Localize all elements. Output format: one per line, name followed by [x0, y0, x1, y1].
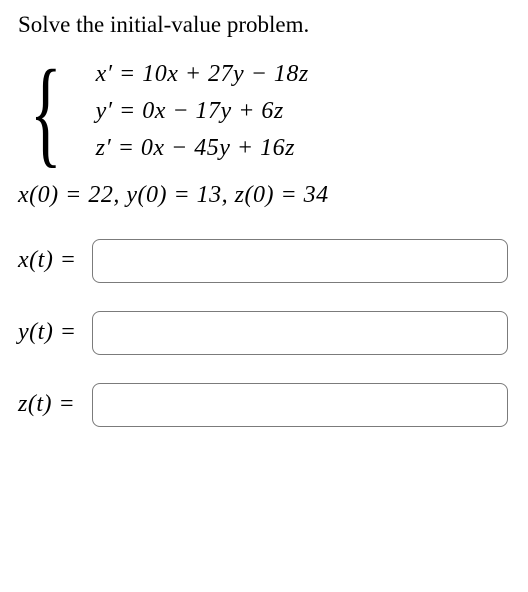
answer-label-x: x(t) =	[18, 247, 92, 274]
ode-system: { x′ = 10x + 27y − 18z y′ = 0x − 17y + 6…	[18, 56, 510, 168]
answer-row-z: z(t) =	[18, 383, 510, 427]
equation-2: y′ = 0x − 17y + 6z	[96, 93, 309, 130]
answer-label-z: z(t) =	[18, 391, 92, 418]
answer-row-x: x(t) =	[18, 239, 510, 283]
answer-row-y: y(t) =	[18, 311, 510, 355]
answer-label-y: y(t) =	[18, 319, 92, 346]
problem-prompt: Solve the initial-value problem.	[18, 12, 510, 38]
answer-input-z[interactable]	[92, 383, 508, 427]
equation-3: z′ = 0x − 45y + 16z	[96, 130, 309, 167]
equation-1: x′ = 10x + 27y − 18z	[96, 56, 309, 93]
initial-conditions: x(0) = 22, y(0) = 13, z(0) = 34	[18, 182, 510, 209]
answer-input-x[interactable]	[92, 239, 508, 283]
left-brace: {	[30, 58, 62, 166]
equation-list: x′ = 10x + 27y − 18z y′ = 0x − 17y + 6z …	[96, 56, 309, 168]
answer-input-y[interactable]	[92, 311, 508, 355]
